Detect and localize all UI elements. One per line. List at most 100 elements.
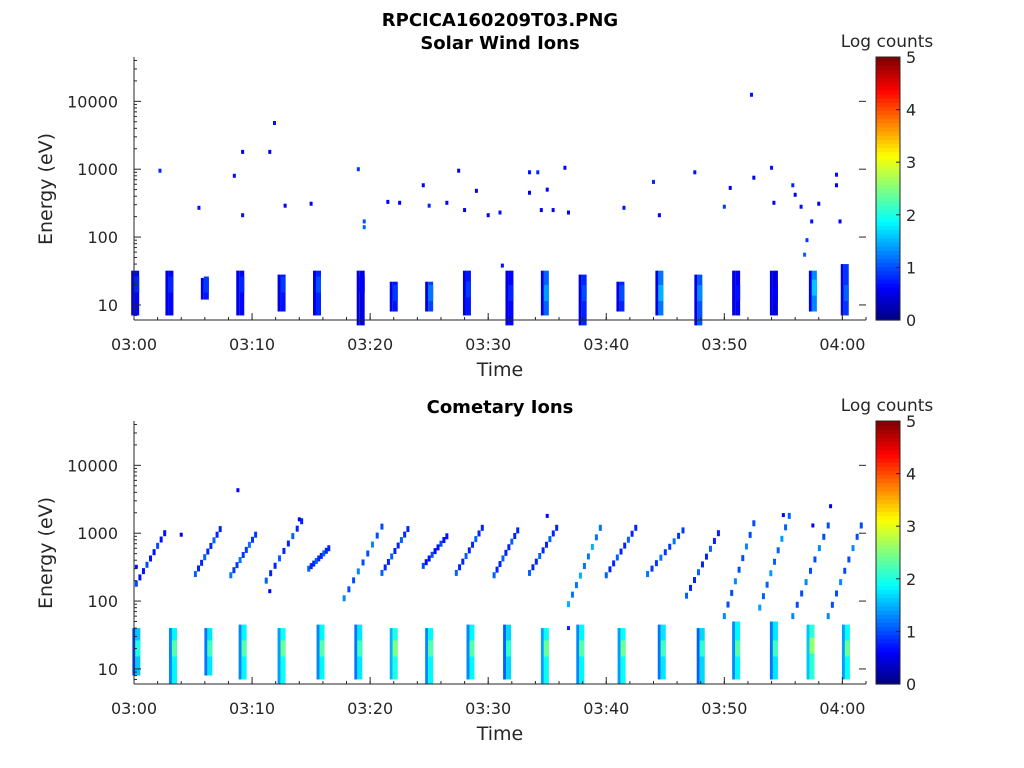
colorbar-cell — [876, 470, 900, 476]
streak-cell — [206, 548, 210, 555]
colorbar-cell — [876, 626, 900, 632]
bin-cell — [841, 624, 845, 680]
colorbar-cell — [876, 490, 900, 496]
bin-cell — [134, 270, 140, 316]
streak-cell — [551, 530, 555, 537]
y-tick-label: 10000 — [67, 92, 118, 111]
colorbar-cell — [876, 671, 900, 677]
bin-cell — [469, 640, 475, 657]
streak-cell — [464, 553, 468, 560]
colorbar-title: Log counts — [841, 32, 934, 52]
colorbar-tick-label: 1 — [906, 622, 916, 641]
bin-cell — [392, 284, 398, 301]
colorbar-cell — [876, 114, 900, 120]
streak-cell — [776, 547, 780, 554]
colorbar-cell — [876, 581, 900, 586]
scatter-cell — [799, 204, 803, 209]
colorbar-cell — [876, 163, 900, 169]
streak-cell — [626, 536, 630, 543]
streak-cell — [826, 522, 830, 529]
scatter-cell — [536, 170, 540, 175]
bin-cell — [357, 640, 363, 657]
streak-cell — [134, 580, 138, 587]
streak-cell — [538, 553, 542, 560]
colorbar-cell — [876, 258, 900, 264]
streak-cell — [461, 558, 465, 565]
streak-cell — [541, 547, 545, 554]
figure-main-title: RPCICA160209T03.PNG — [382, 10, 618, 31]
streak-cell — [566, 601, 570, 608]
streak-cell — [149, 555, 153, 562]
streak-cell — [229, 572, 233, 579]
colorbar-cell — [876, 69, 900, 75]
streak-cell — [578, 572, 582, 579]
streak-cell — [758, 604, 762, 611]
streak-cell — [159, 536, 163, 543]
colorbar-cell — [876, 73, 900, 79]
streak-cell — [800, 590, 804, 597]
scatter-cell — [545, 513, 549, 518]
scatter-cell — [728, 185, 732, 190]
streak-cell — [309, 563, 313, 570]
streak-cell — [495, 566, 499, 573]
streak-cell — [433, 548, 437, 555]
streak-cell — [615, 554, 619, 561]
colorbar-cell — [876, 118, 900, 124]
streak-cell — [386, 558, 390, 565]
streak-cell — [623, 542, 627, 549]
colorbar-cell — [876, 511, 900, 517]
streak-cell — [612, 560, 616, 567]
streak-cell — [300, 518, 304, 525]
colorbar-cell — [876, 151, 900, 157]
colorbar-frame — [875, 56, 901, 321]
streak-cell — [492, 572, 496, 579]
colorbar-cell — [876, 176, 900, 181]
streak-cell — [769, 570, 773, 577]
streak-cell — [672, 538, 676, 545]
scatter-cell — [772, 200, 776, 205]
colorbar-cell — [876, 98, 900, 103]
bin-cell — [806, 624, 810, 680]
colorbar-tick-label: 3 — [906, 517, 916, 536]
colorbar-cell — [876, 610, 900, 615]
streak-cell — [312, 560, 316, 567]
colorbar-cell — [876, 667, 900, 673]
bin-cell — [616, 281, 620, 312]
colorbar-tick-label: 2 — [906, 206, 916, 225]
colorbar-cell — [876, 102, 900, 107]
colorbar-cell — [876, 531, 900, 537]
colorbar-cell — [876, 81, 900, 87]
bin-cell — [617, 628, 621, 684]
streak-cell — [737, 566, 741, 573]
bin-cell — [428, 640, 434, 657]
streak-cell — [570, 591, 574, 598]
colorbar-cell — [876, 642, 900, 648]
streak-cell — [295, 525, 299, 532]
streak-cell — [693, 577, 697, 584]
bin-cell — [462, 270, 466, 316]
colorbar-tick-label: 5 — [906, 48, 916, 67]
streak-cell — [704, 553, 708, 560]
streak-cell — [826, 613, 830, 620]
streak-cell — [152, 549, 156, 556]
streak-cell — [534, 558, 538, 565]
streak-cell — [361, 559, 365, 566]
bin-cell — [280, 640, 286, 657]
colorbar-cell — [876, 605, 900, 611]
colorbar-cell — [876, 130, 900, 136]
bin-cell — [506, 640, 512, 657]
bin-cell — [389, 281, 393, 312]
streak-cell — [590, 543, 594, 550]
streak-cell — [477, 530, 481, 537]
streak-cell — [748, 531, 752, 538]
streak-cell — [634, 524, 638, 531]
streak-cell — [741, 555, 745, 562]
streak-cell — [319, 552, 323, 559]
colorbar-cell — [876, 233, 900, 239]
solar-wind-ions-panel: Solar Wind Ions Log counts Energy (eV) T… — [35, 32, 933, 381]
scatter-cell — [791, 183, 795, 188]
streak-cell — [203, 554, 207, 561]
colorbar-cell — [876, 274, 900, 280]
streak-cell — [830, 601, 834, 608]
colorbar-cell — [876, 568, 900, 574]
